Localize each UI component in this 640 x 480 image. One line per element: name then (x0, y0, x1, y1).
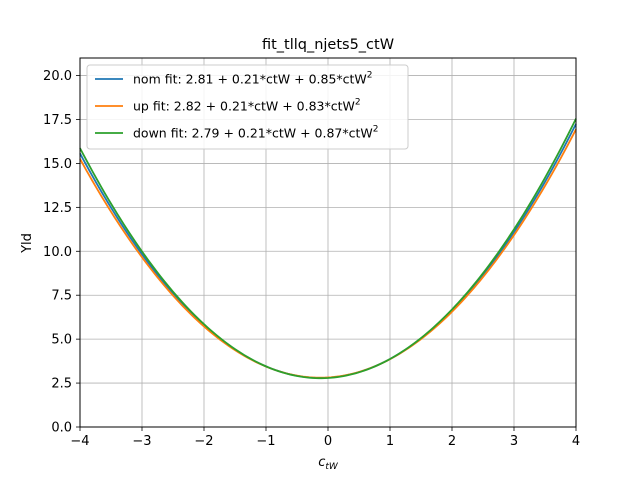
chart-title: fit_tllq_njets5_ctW (262, 37, 394, 53)
legend-box (86, 64, 409, 150)
x-axis-label-main: c (318, 455, 325, 470)
legend-label-superscript: 2 (355, 98, 361, 108)
x-tick-label: 4 (572, 434, 580, 449)
legend-label-superscript: 2 (367, 71, 373, 81)
y-tick-label: 2.5 (51, 377, 72, 392)
y-tick-label: 15.0 (43, 157, 72, 172)
x-tick-label: 0 (324, 434, 332, 449)
x-tick-label: 2 (448, 434, 456, 449)
x-axis-label-sub: tW (325, 462, 339, 472)
x-tick-label: −3 (132, 434, 151, 449)
series-line-2 (79, 118, 577, 380)
y-tick-label: 5.0 (51, 333, 72, 348)
y-tick-label: 20.0 (43, 69, 72, 84)
legend-label-0: nom fit: 2.81 + 0.21*ctW + 0.85*ctW2 (133, 71, 373, 87)
x-tick-label: −2 (194, 434, 213, 449)
y-tick-label: 0.0 (51, 421, 72, 436)
x-tick-label: 1 (386, 434, 394, 449)
series-layer (79, 118, 577, 380)
x-axis-label: ctW (318, 455, 339, 472)
legend-label-2: down fit: 2.79 + 0.21*ctW + 0.87*ctW2 (133, 125, 379, 141)
y-tick-label: 17.5 (43, 113, 72, 128)
legend-label-text: down fit: 2.79 + 0.21*ctW + 0.87*ctW (133, 126, 373, 141)
ticks: −4 −3 −2 −1 0 1 2 3 4 0.0 2.5 5.0 7.5 10.0 12.5 15.0 17.… (43, 69, 580, 449)
legend-label-superscript: 2 (373, 125, 379, 135)
x-tick-label: −1 (256, 434, 275, 449)
legend-label-text: nom fit: 2.81 + 0.21*ctW + 0.85*ctW (133, 72, 367, 87)
y-tick-label: 10.0 (43, 245, 72, 260)
y-tick-label: 7.5 (51, 289, 72, 304)
x-tick-label: 3 (510, 434, 518, 449)
y-tick-label: 12.5 (43, 201, 72, 216)
legend-label-1: up fit: 2.82 + 0.21*ctW + 0.83*ctW2 (133, 98, 361, 114)
y-axis-label: Yld (20, 233, 35, 254)
x-tick-label: −4 (70, 434, 89, 449)
legend-label-text: up fit: 2.82 + 0.21*ctW + 0.83*ctW (133, 99, 355, 114)
